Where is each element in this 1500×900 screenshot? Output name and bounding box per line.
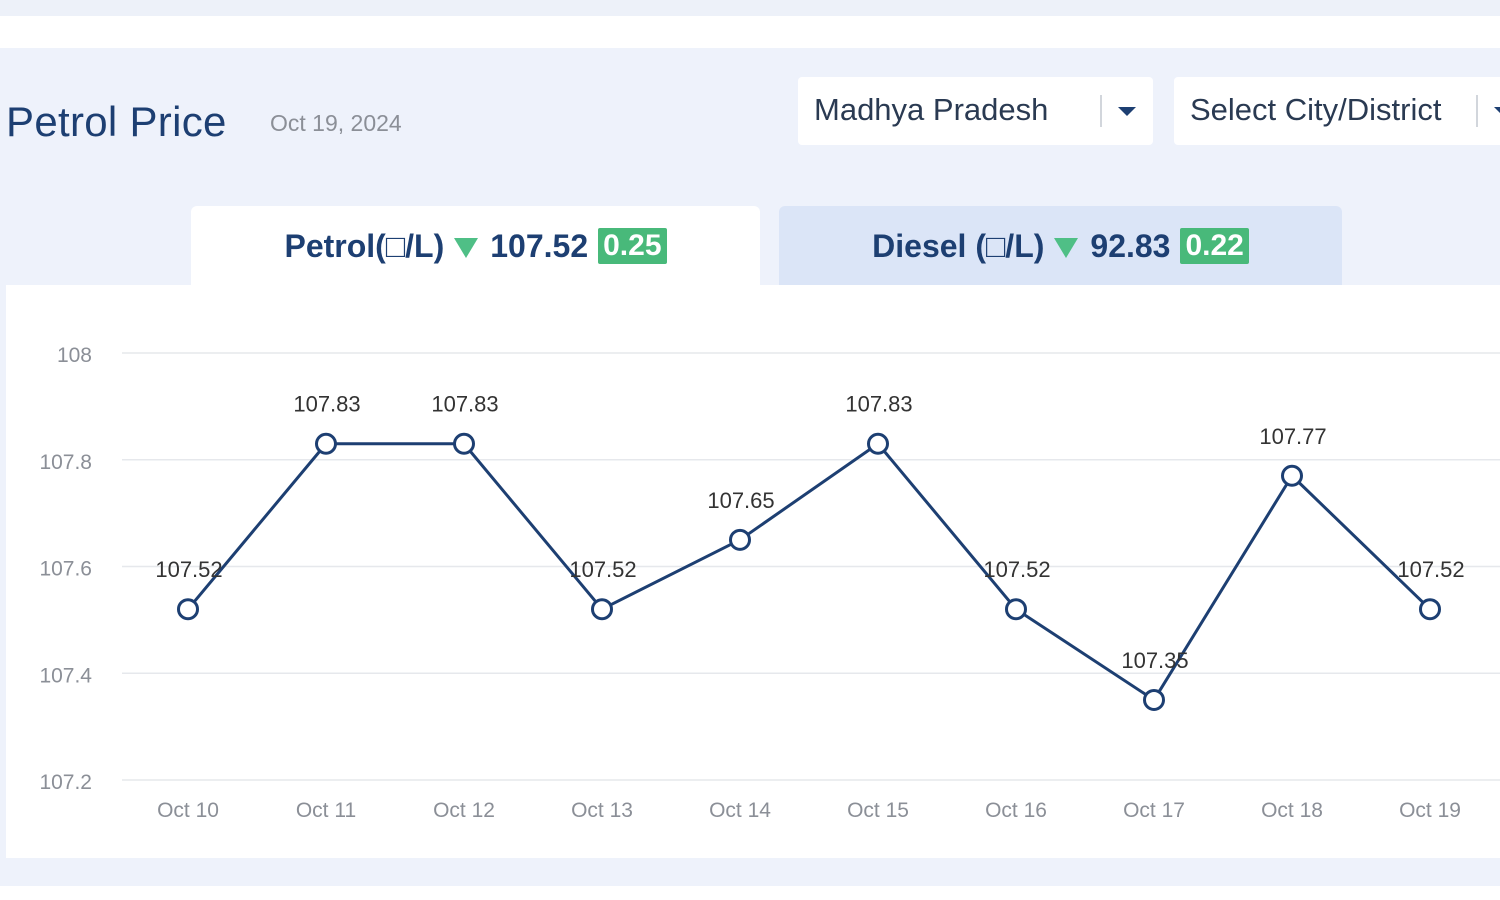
x-tick-label: Oct 13 [571, 799, 633, 822]
data-label: 107.35 [1121, 648, 1188, 673]
down-arrow-icon [454, 238, 479, 258]
y-tick-label: 107.8 [39, 451, 92, 474]
data-point [1005, 598, 1027, 621]
price-date: Oct 19, 2024 [270, 110, 402, 136]
x-tick-label: Oct 11 [296, 799, 356, 822]
footer-band [0, 886, 1500, 900]
x-tick-label: Oct 19 [1399, 799, 1461, 822]
data-point [729, 528, 751, 551]
city-select-placeholder: Select City/District [1190, 92, 1442, 127]
price-line-chart: 107.2 107.4 107.6 107.8 108 Oct 10 Oct 11 Oct 1… [39, 344, 1500, 822]
x-tick-label: Oct 15 [847, 799, 909, 822]
data-label: 107.83 [431, 392, 498, 417]
data-point [1143, 688, 1165, 711]
data-label: 107.52 [155, 557, 222, 582]
down-arrow-icon [1054, 238, 1079, 258]
data-point [867, 432, 889, 455]
data-label: 107.83 [845, 392, 912, 417]
y-tick-label: 108 [57, 344, 92, 367]
tab-diesel-label: Diesel (□/L) [872, 227, 1045, 264]
x-tick-label: Oct 17 [1123, 799, 1185, 822]
data-label: 107.52 [983, 557, 1050, 582]
tab-petrol-label: Petrol(□/L) [284, 227, 445, 264]
y-tick-label: 107.6 [39, 558, 92, 581]
y-tick-label: 107.4 [39, 664, 92, 687]
x-tick-label: Oct 14 [709, 799, 771, 822]
city-select-divider [1476, 95, 1478, 127]
data-point [591, 598, 613, 621]
state-select-value: Madhya Pradesh [814, 92, 1049, 127]
data-label: 107.77 [1259, 424, 1326, 449]
data-label: 107.52 [1397, 557, 1464, 582]
data-point [1281, 464, 1303, 487]
tab-petrol[interactable]: Petrol(□/L) 107.52 0.25 [191, 206, 760, 286]
top-strip [0, 0, 1500, 16]
x-tick-label: Oct 16 [985, 799, 1047, 822]
diesel-price: 92.83 [1090, 227, 1171, 264]
x-tick-label: Oct 18 [1261, 799, 1323, 822]
header-band [0, 16, 1500, 48]
chevron-down-icon[interactable] [1494, 107, 1500, 116]
petrol-price: 107.52 [490, 227, 589, 264]
data-label: 107.83 [293, 392, 360, 417]
tab-diesel[interactable]: Diesel (□/L) 92.83 0.22 [779, 206, 1342, 286]
diesel-change-badge: 0.22 [1180, 228, 1249, 264]
data-point [315, 432, 337, 455]
data-label: 107.52 [569, 557, 636, 582]
data-point [177, 598, 199, 621]
state-select[interactable]: Madhya Pradesh [798, 77, 1153, 145]
page-title: Petrol Price [6, 98, 227, 145]
data-point [453, 432, 475, 455]
x-tick-label: Oct 10 [157, 799, 219, 822]
petrol-change-badge: 0.25 [598, 228, 667, 264]
y-tick-label: 107.2 [39, 771, 92, 794]
x-tick-label: Oct 12 [433, 799, 495, 822]
city-select[interactable]: Select City/District [1174, 77, 1500, 145]
chevron-down-icon[interactable] [1118, 107, 1136, 116]
series-line [186, 442, 1432, 702]
price-chart-card: 107.2 107.4 107.6 107.8 108 Oct 10 Oct 11 Oct 1… [6, 285, 1500, 858]
data-point [1419, 598, 1441, 621]
state-select-divider [1100, 95, 1102, 127]
data-label: 107.65 [707, 488, 774, 513]
